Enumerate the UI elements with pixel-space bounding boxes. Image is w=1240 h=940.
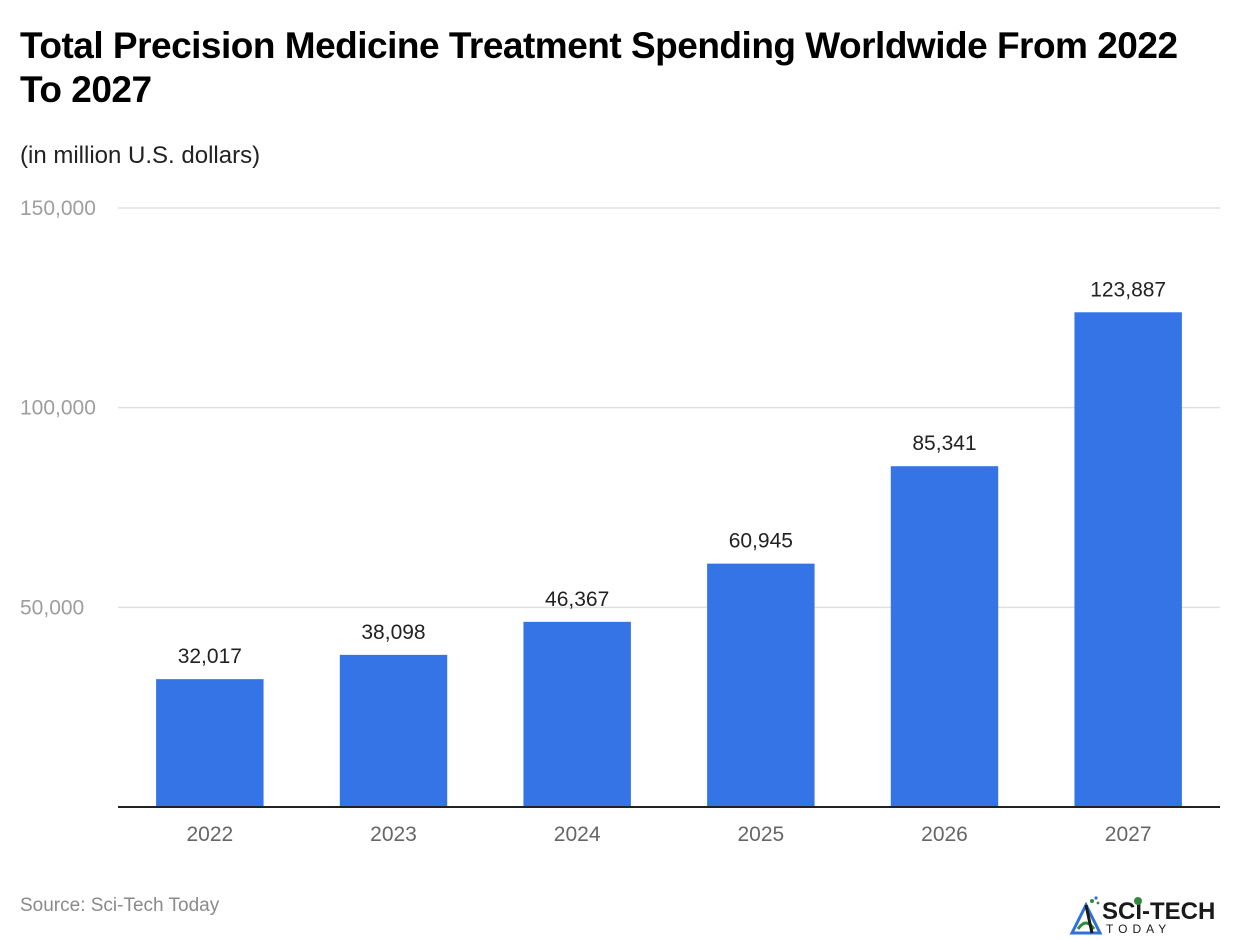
y-tick-label: 150,000 [20, 197, 96, 220]
y-axis-ticks: 50,000 100,000 150,000 [20, 197, 96, 619]
x-tick-label-2022: 2022 [186, 823, 233, 846]
chart-subtitle: (in million U.S. dollars) [20, 142, 261, 169]
logo-check-icon [1134, 897, 1142, 905]
bar-2023 [339, 654, 448, 807]
bar-2024 [523, 621, 631, 807]
bar-2025 [707, 563, 815, 807]
value-label-2025: 60,945 [729, 530, 793, 553]
sci-tech-logo: SCI-TECH TODAY [1069, 896, 1215, 935]
sci-tech-logo-icon [1069, 896, 1103, 935]
logo-main-text: SCI-TECH [1102, 898, 1215, 925]
value-label-2022: 32,017 [178, 645, 242, 668]
y-tick-label: 50,000 [20, 596, 84, 619]
x-tick-label-2026: 2026 [921, 823, 968, 846]
x-tick-label-2027: 2027 [1105, 823, 1152, 846]
source-note: Source: Sci-Tech Today [20, 895, 220, 916]
x-tick-label-2024: 2024 [554, 823, 601, 846]
value-label-2027: 123,887 [1090, 278, 1166, 301]
value-labels: 32,017 38,098 46,367 60,945 85,341 123,887 [178, 278, 1166, 668]
bar-chart: 50,000 100,000 150,000 32,017 38,098 46,367 6… [20, 197, 1220, 846]
bar-2027 [1074, 312, 1182, 807]
logo-sub-text: TODAY [1106, 922, 1171, 935]
value-label-2023: 38,098 [361, 621, 425, 644]
value-label-2024: 46,367 [545, 588, 609, 611]
bars [156, 312, 1182, 807]
value-label-2026: 85,341 [912, 432, 976, 455]
chart-title: Total Precision Medicine Treatment Spend… [20, 25, 1178, 110]
bar-2026 [890, 466, 999, 807]
x-axis-ticks: 2022 2023 2024 2025 2026 2027 [186, 823, 1151, 846]
x-tick-label-2023: 2023 [370, 823, 417, 846]
x-tick-label-2025: 2025 [737, 823, 784, 846]
y-tick-label: 100,000 [20, 397, 96, 420]
gridlines [118, 207, 1220, 609]
bar-2022 [156, 679, 264, 807]
